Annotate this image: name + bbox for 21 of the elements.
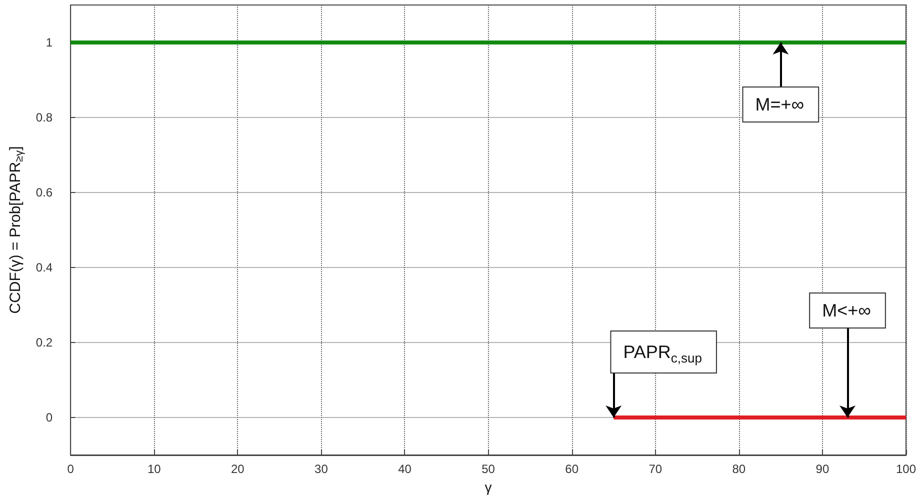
x-tick-label: 70 <box>648 462 662 476</box>
y-tick-label: 0 <box>46 410 53 424</box>
x-tick-label: 40 <box>398 462 412 476</box>
x-tick-label: 80 <box>732 462 746 476</box>
annotation: M=+∞ <box>755 94 804 114</box>
x-tick-label: 60 <box>565 462 579 476</box>
y-tick-label: 0.6 <box>36 186 53 200</box>
x-tick-label: 100 <box>896 462 916 476</box>
y-axis-title: CCDF(γ) = Prob[PAPR≥γ] <box>7 146 26 314</box>
x-tick-label: 10 <box>147 462 162 476</box>
x-tick-label: 90 <box>816 462 830 476</box>
x-tick-label: 30 <box>314 462 328 476</box>
x-tick-label: 50 <box>482 462 496 476</box>
x-axis-title: γ <box>484 478 492 495</box>
x-tick-label: 0 <box>67 462 74 476</box>
x-tick-label: 20 <box>230 462 245 476</box>
y-tick-label: 0.8 <box>36 110 53 124</box>
annotation: M<+∞ <box>822 300 872 320</box>
y-tick-label: 0.2 <box>36 336 53 350</box>
y-tick-label: 1 <box>46 36 53 50</box>
y-tick-label: 0.4 <box>36 260 53 274</box>
